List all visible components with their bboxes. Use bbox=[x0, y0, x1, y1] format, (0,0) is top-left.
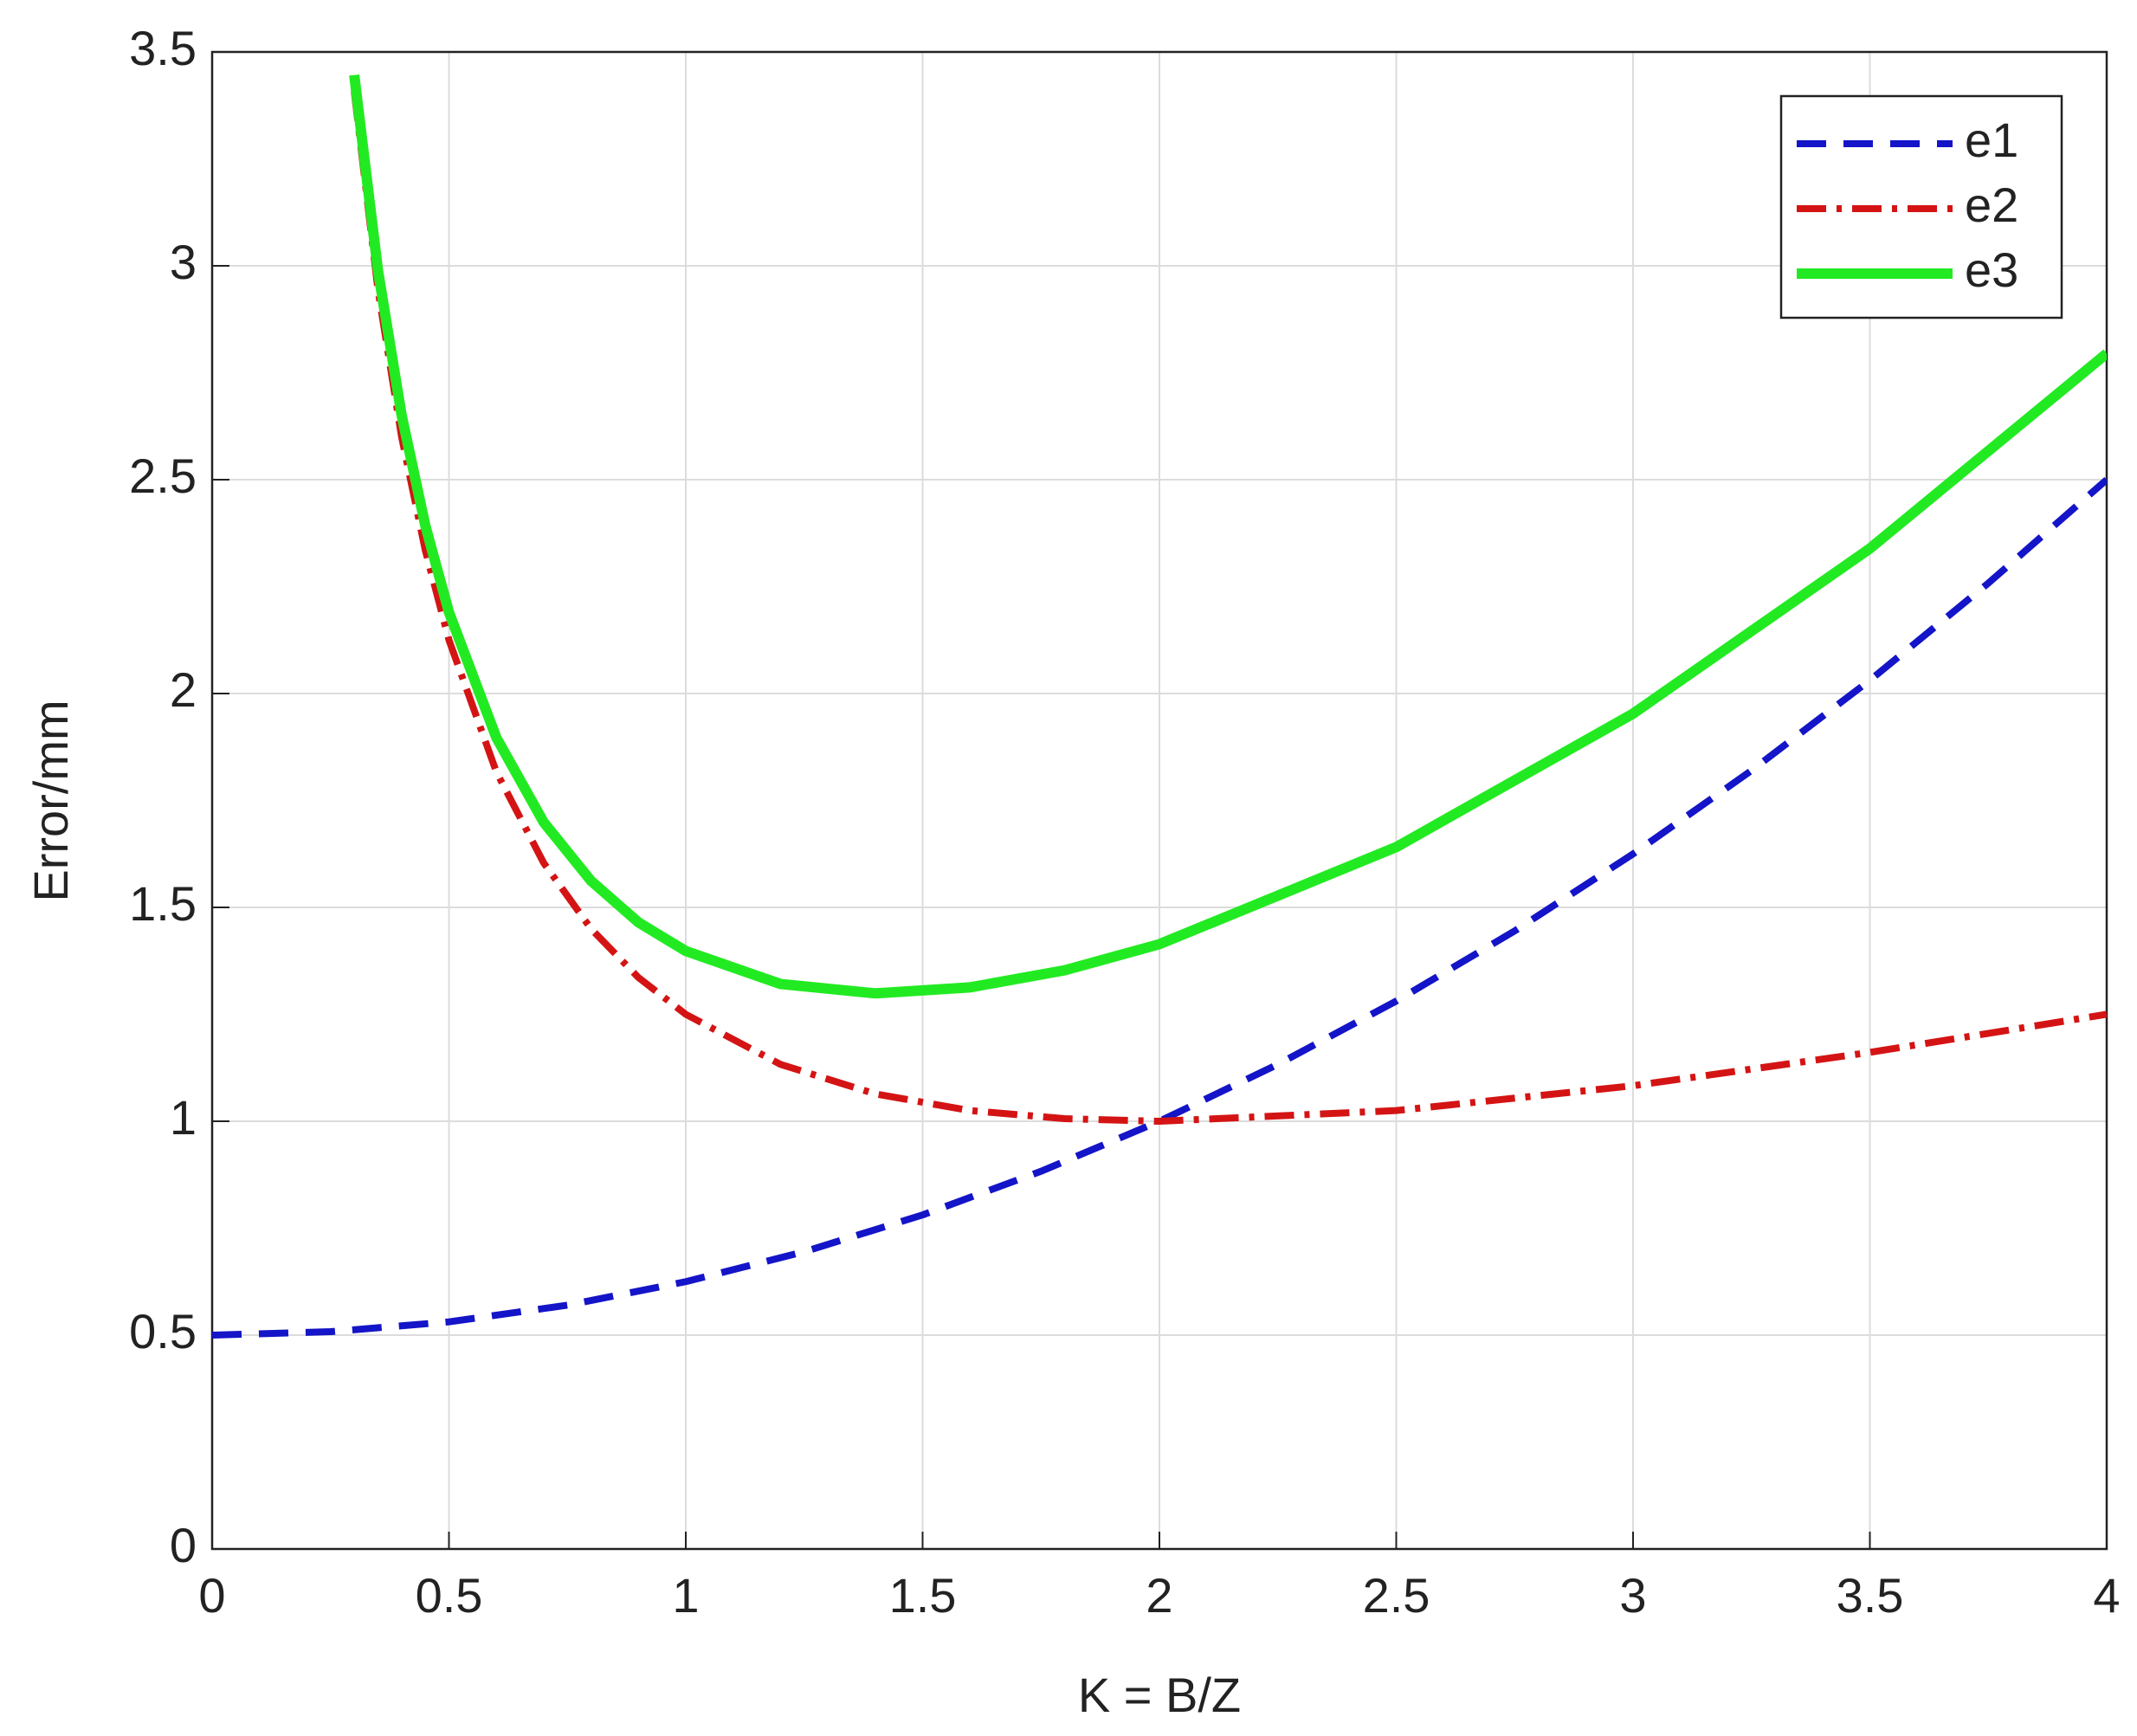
x-tick-label: 0 bbox=[198, 1568, 225, 1623]
series-layer bbox=[212, 74, 2107, 1339]
legend-label: e2 bbox=[1965, 177, 2018, 232]
y-tick-label: 1.5 bbox=[129, 876, 197, 931]
x-tick-label: 0.5 bbox=[416, 1568, 483, 1623]
x-tick-label: 2 bbox=[1146, 1568, 1172, 1623]
y-tick-label: 0.5 bbox=[129, 1304, 197, 1358]
y-tick-label: 3 bbox=[170, 235, 197, 289]
y-tick-label: 1 bbox=[170, 1090, 197, 1145]
plot-frame bbox=[210, 50, 2108, 1551]
x-tick-label: 1 bbox=[672, 1568, 699, 1623]
x-tick-label: 2.5 bbox=[1363, 1568, 1430, 1623]
x-tick-label: 3 bbox=[1619, 1568, 1646, 1623]
legend-label: e1 bbox=[1965, 113, 2018, 167]
line-e2 bbox=[351, 90, 2107, 1125]
y-tick-label: 2 bbox=[170, 662, 197, 717]
x-tick-label: 1.5 bbox=[889, 1568, 957, 1623]
y-axis-label: Error/mm bbox=[23, 700, 78, 901]
x-axis-label: K = B/Z bbox=[1078, 1668, 1241, 1722]
line-e3 bbox=[349, 74, 2107, 999]
y-tick-label: 0 bbox=[170, 1518, 197, 1572]
y-tick-label: 2.5 bbox=[129, 449, 197, 503]
x-tick-label: 4 bbox=[2093, 1568, 2120, 1623]
y-tick-label: 3.5 bbox=[129, 21, 197, 75]
legend-label: e3 bbox=[1965, 242, 2018, 297]
x-tick-label: 3.5 bbox=[1837, 1568, 1904, 1623]
